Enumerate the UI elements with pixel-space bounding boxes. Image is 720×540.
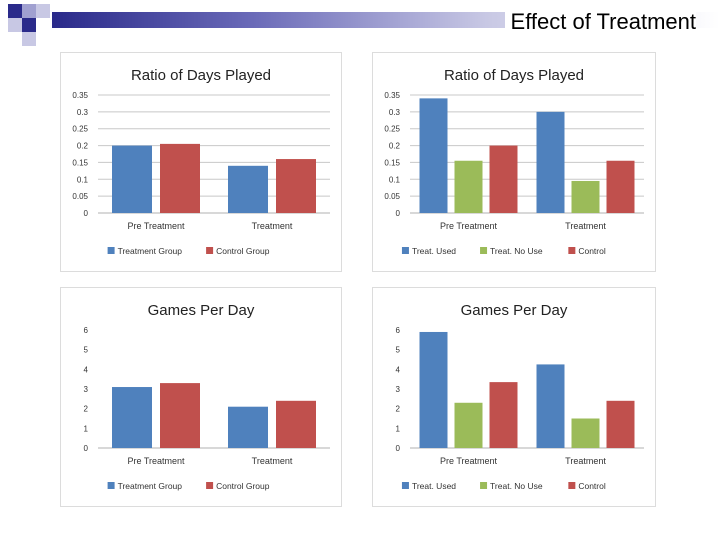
chart-ratio-days-played-2group: Ratio of Days Played 0 0.05 0.1 0.15 0.2 0.25 0… — [60, 52, 342, 272]
bar-treat-no-use-pre-treatment — [454, 160, 483, 213]
bar-treat-used-treatment — [536, 364, 565, 448]
legend-swatch-control — [568, 482, 576, 489]
bar-treat-used-pre-treatment — [419, 331, 448, 448]
chart-ratio-days-played-3group: Ratio of Days Played 0 0.05 0.1 0.15 0.2 0.25 0… — [372, 52, 656, 272]
legend-swatch-treatment-group — [107, 482, 115, 489]
chart-panel-3: Games Per Day 0 1 2 3 4 5 6 Pre Treatment Treatme… — [60, 287, 342, 507]
y-tick-label: 0.15 — [384, 158, 400, 167]
chart-panel-4: Games Per Day 0 1 2 3 4 5 6 Pre Treatment Treatme… — [372, 287, 656, 507]
y-tick-label: 0.1 — [77, 175, 89, 184]
y-tick-label: 1 — [84, 424, 89, 433]
y-tick-label: 2 — [396, 405, 401, 414]
y-tick-label: 0.3 — [77, 108, 89, 117]
x-tick-label: Treatment — [252, 456, 293, 466]
y-tick-label: 0.35 — [72, 91, 88, 100]
y-tick-label: 0 — [396, 209, 401, 218]
header-square-5 — [8, 18, 22, 32]
bar-treatment-group-treatment — [228, 165, 268, 213]
y-tick-label: 1 — [396, 424, 401, 433]
y-tick-label: 0.2 — [77, 142, 89, 151]
bar-treat-no-use-pre-treatment — [454, 402, 483, 448]
header-square-1 — [8, 4, 22, 18]
bar-control-group-pre-treatment — [160, 143, 200, 213]
legend-label-treatment-group: Treatment Group — [118, 246, 183, 256]
y-tick-label: 0 — [84, 209, 89, 218]
x-tick-label: Pre Treatment — [440, 221, 498, 231]
y-tick-label: 0 — [84, 444, 89, 453]
legend-swatch-treat-used — [401, 247, 409, 254]
y-tick-label: 6 — [84, 326, 89, 335]
x-tick-label: Pre Treatment — [127, 456, 185, 466]
legend-label-control: Control — [578, 246, 606, 256]
y-tick-label: 3 — [396, 385, 401, 394]
y-tick-label: 0.2 — [389, 142, 401, 151]
y-tick-label: 0.35 — [384, 91, 400, 100]
legend-swatch-treatment-group — [107, 247, 115, 254]
y-tick-label: 0 — [396, 444, 401, 453]
bar-treat-used-treatment — [536, 111, 565, 213]
bar-treatment-group-treatment — [228, 406, 268, 448]
legend-swatch-control — [568, 247, 576, 254]
legend-swatch-treat-used — [401, 482, 409, 489]
chart-frame — [60, 287, 342, 507]
bar-treat-no-use-treatment — [571, 418, 600, 448]
chart-panel-2: Ratio of Days Played 0 0.05 0.1 0.15 0.2 0.25 0… — [372, 52, 656, 272]
x-tick-label: Pre Treatment — [440, 456, 498, 466]
y-tick-label: 4 — [84, 365, 89, 374]
x-tick-label: Treatment — [565, 456, 606, 466]
chart-title: Games Per Day — [461, 302, 568, 319]
chart-panel-1: Ratio of Days Played 0 0.05 0.1 0.15 0.2 0.25 0… — [60, 52, 342, 272]
bar-control-pre-treatment — [489, 382, 518, 448]
y-tick-label: 0.3 — [389, 108, 401, 117]
x-tick-label: Treatment — [252, 221, 293, 231]
legend-label-control-group: Control Group — [216, 246, 270, 256]
y-tick-label: 0.25 — [384, 125, 400, 134]
bar-treatment-group-pre-treatment — [112, 387, 152, 448]
bar-control-group-treatment — [276, 400, 316, 448]
bar-control-pre-treatment — [489, 145, 518, 213]
header-square-3 — [22, 4, 36, 18]
legend-label-treatment-group: Treatment Group — [118, 481, 183, 491]
bar-control-treatment — [606, 160, 635, 213]
y-tick-label: 4 — [396, 365, 401, 374]
y-tick-label: 3 — [84, 385, 89, 394]
bar-treatment-group-pre-treatment — [112, 145, 152, 213]
legend-label-treat-used: Treat. Used — [412, 481, 456, 491]
header-square-6 — [22, 32, 36, 46]
bar-treat-used-pre-treatment — [419, 98, 448, 213]
chart-title: Ratio of Days Played — [444, 67, 584, 84]
chart-games-per-day-2group: Games Per Day 0 1 2 3 4 5 6 Pre Treatment Treatme… — [60, 287, 342, 507]
legend-label-treat-no-use: Treat. No Use — [490, 246, 543, 256]
x-tick-label: Pre Treatment — [127, 221, 185, 231]
y-tick-label: 0.25 — [72, 125, 88, 134]
legend-swatch-control-group — [206, 247, 214, 254]
x-tick-label: Treatment — [565, 221, 606, 231]
legend-swatch-treat-no-use — [480, 482, 488, 489]
y-tick-label: 5 — [84, 346, 89, 355]
legend-swatch-control-group — [206, 482, 214, 489]
legend-label-control-group: Control Group — [216, 481, 270, 491]
header-square-4 — [36, 4, 50, 18]
chart-title: Games Per Day — [148, 302, 255, 319]
bar-control-treatment — [606, 400, 635, 448]
y-tick-label: 0.1 — [389, 175, 401, 184]
legend-label-control: Control — [578, 481, 606, 491]
bar-treat-no-use-treatment — [571, 180, 600, 213]
bar-control-group-treatment — [276, 159, 316, 213]
bar-control-group-pre-treatment — [160, 383, 200, 448]
y-tick-label: 2 — [84, 405, 89, 414]
legend-label-treat-no-use: Treat. No Use — [490, 481, 543, 491]
y-tick-label: 6 — [396, 326, 401, 335]
chart-title: Ratio of Days Played — [131, 67, 271, 84]
y-tick-label: 0.05 — [384, 192, 400, 201]
slide-title: Effect of Treatment — [504, 9, 696, 35]
y-tick-label: 0.15 — [72, 158, 88, 167]
legend-label-treat-used: Treat. Used — [412, 246, 456, 256]
y-tick-label: 0.05 — [72, 192, 88, 201]
legend-swatch-treat-no-use — [480, 247, 488, 254]
header-square-2 — [22, 18, 36, 32]
chart-games-per-day-3group: Games Per Day 0 1 2 3 4 5 6 Pre Treatment Treatme… — [372, 287, 656, 507]
y-tick-label: 5 — [396, 346, 401, 355]
